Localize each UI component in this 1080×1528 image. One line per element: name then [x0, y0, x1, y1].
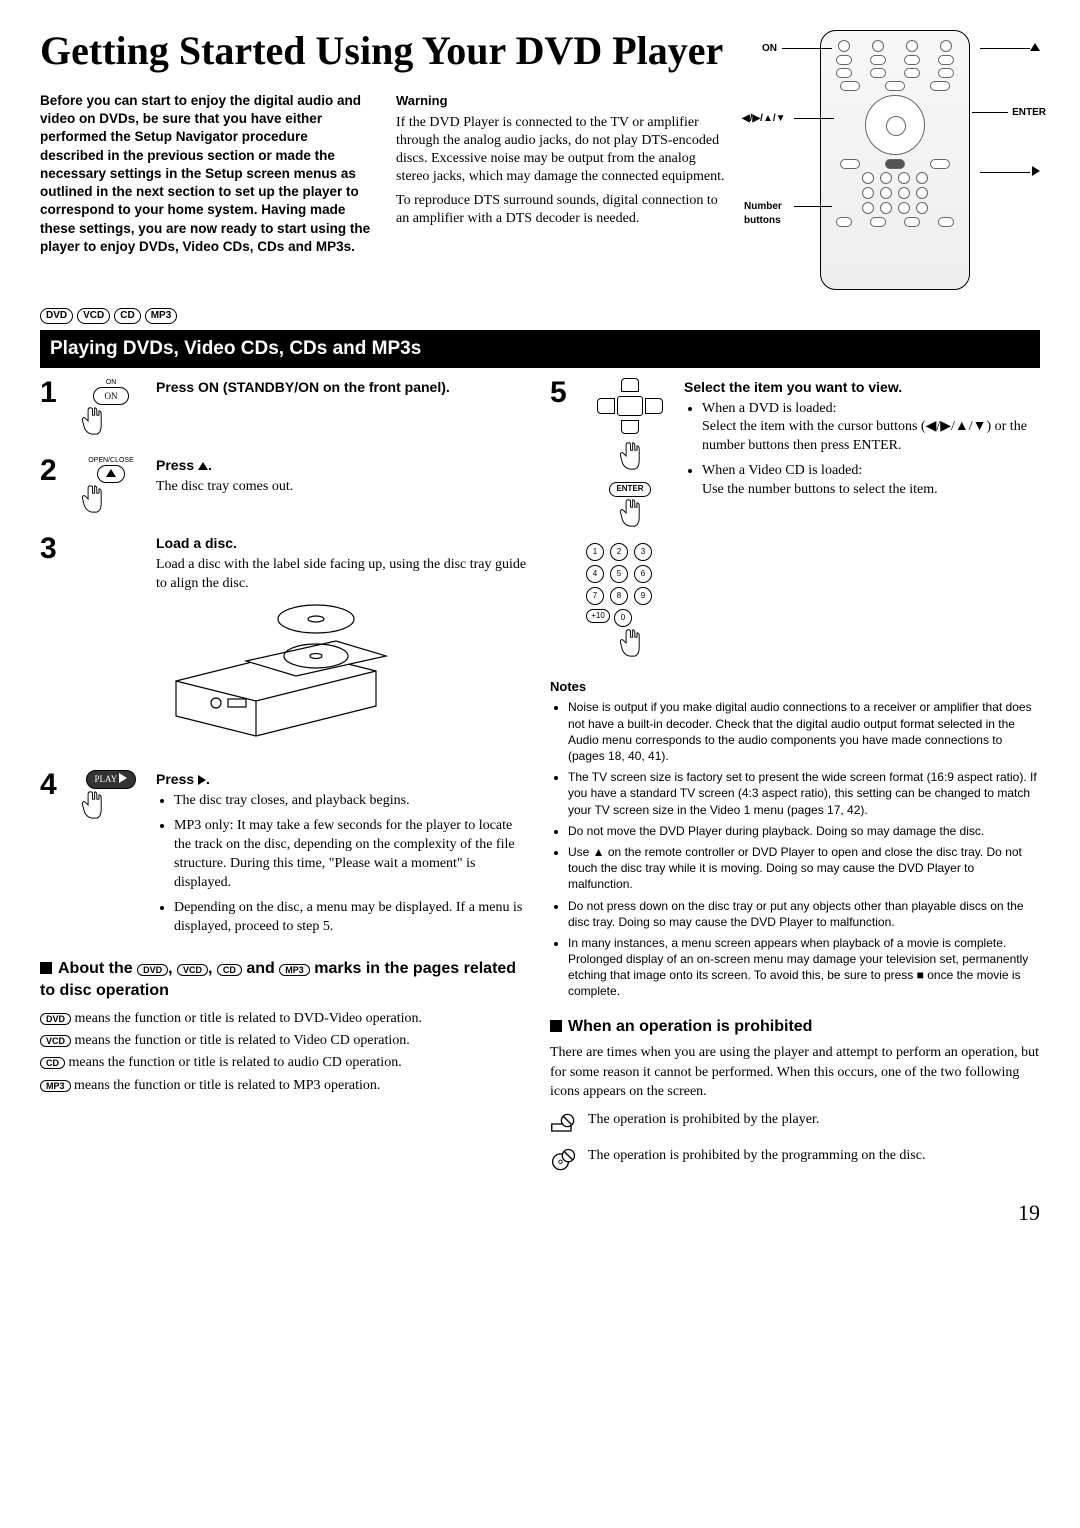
badge-dvd: DVD	[40, 308, 73, 324]
warning-heading: Warning	[396, 92, 730, 110]
badge-vcd: VCD	[77, 308, 110, 324]
play-button-icon: PLAY	[86, 770, 137, 788]
prohibited-heading: When an operation is prohibited	[550, 1016, 1040, 1038]
format-badges-row: DVD VCD CD MP3	[40, 308, 1040, 324]
enter-button-icon: ENTER	[609, 482, 650, 497]
note-1: Noise is output if you make digital audi…	[568, 699, 1040, 764]
about-heading: About the DVD, VCD, CD and MP3 marks in …	[40, 958, 530, 1001]
hand-icon	[614, 627, 644, 659]
step-5-bullet-1: When a DVD is loaded: Select the item wi…	[702, 400, 1040, 457]
step-5-bullet-2: When a Video CD is loaded: Use the numbe…	[702, 462, 1040, 500]
intro-paragraph: Before you can start to enjoy the digita…	[40, 92, 374, 256]
step-4-bullet-3: Depending on the disc, a menu may be dis…	[174, 899, 530, 937]
warning-text-2: To reproduce DTS surround sounds, digita…	[396, 192, 730, 228]
step-5-heading: Select the item you want to view.	[684, 378, 1040, 397]
step-2-heading: Press .	[156, 456, 530, 475]
hand-icon	[614, 440, 644, 472]
remote-play-label	[1032, 166, 1040, 180]
step-2-number: 2	[40, 456, 66, 520]
prohibit-disc-icon	[550, 1146, 578, 1174]
step-1-number: 1	[40, 378, 66, 442]
step-4-heading: Press .	[156, 770, 530, 789]
page-title: Getting Started Using Your DVD Player	[40, 30, 730, 72]
note-2: The TV screen size is factory set to pre…	[568, 769, 1040, 818]
step-5: 5 ENTER 123 456 789	[550, 378, 1040, 664]
eject-button-icon	[97, 465, 125, 483]
about-line-mp3: MP3 means the function or title is relat…	[40, 1075, 530, 1097]
hand-icon	[76, 405, 106, 437]
badge-cd: CD	[114, 308, 140, 324]
dpad-icon	[597, 378, 663, 434]
step-4-bullet-2: MP3 only: It may take a few seconds for …	[174, 817, 530, 893]
step-3-number: 3	[40, 534, 66, 757]
on-button-icon: ON	[93, 387, 129, 405]
section-heading: Playing DVDs, Video CDs, CDs and MP3s	[40, 330, 1040, 368]
step-2-text: The disc tray comes out.	[156, 478, 530, 497]
remote-on-label: ON	[762, 42, 777, 56]
badge-mp3: MP3	[145, 308, 178, 324]
step-4-number: 4	[40, 770, 66, 942]
note-5: Do not press down on the disc tray or pu…	[568, 898, 1040, 930]
hand-icon	[76, 789, 106, 821]
step-4-bullet-1: The disc tray closes, and playback begin…	[174, 792, 530, 811]
remote-arrows-label: ◀/▶/▲/▼	[742, 112, 786, 126]
step-4: 4 PLAY Press . The disc tray closes, and…	[40, 770, 530, 942]
about-line-cd: CD means the function or title is relate…	[40, 1052, 530, 1074]
note-4: Use ▲ on the remote controller or DVD Pl…	[568, 844, 1040, 893]
warning-text-1: If the DVD Player is connected to the TV…	[396, 114, 730, 187]
note-6: In many instances, a menu screen appears…	[568, 935, 1040, 1000]
step-3-heading: Load a disc.	[156, 534, 530, 553]
remote-enter-label: ENTER	[1012, 106, 1046, 120]
step-1: 1 ON ON Press ON (STANDBY/ON on the fron…	[40, 378, 530, 442]
step-5-number: 5	[550, 378, 576, 664]
prohibited-row-2: The operation is prohibited by the progr…	[550, 1146, 1040, 1174]
step-2: 2 OPEN/CLOSE Press . The disc tray comes…	[40, 456, 530, 520]
about-line-vcd: VCD means the function or title is relat…	[40, 1030, 530, 1052]
step-3: 3 Load a disc. Load a disc with the labe…	[40, 534, 530, 757]
notes-heading: Notes	[550, 678, 1040, 696]
prohibited-row-1: The operation is prohibited by the playe…	[550, 1110, 1040, 1138]
prohibit-player-icon	[550, 1110, 578, 1138]
remote-number-label: Number buttons	[744, 200, 796, 227]
notes-list: Noise is output if you make digital audi…	[550, 699, 1040, 999]
remote-eject-label	[1030, 42, 1040, 56]
note-3: Do not move the DVD Player during playba…	[568, 823, 1040, 839]
dvd-tray-illustration	[156, 601, 396, 741]
number-buttons-icon: 123 456 789 +100	[586, 543, 674, 627]
page-number: 19	[40, 1198, 1040, 1228]
step-3-text: Load a disc with the label side facing u…	[156, 556, 530, 594]
hand-icon	[614, 497, 644, 529]
step-1-icon-label: ON	[76, 378, 146, 387]
remote-diagram: ON ◀/▶/▲/▼ ENTER Number buttons	[750, 30, 1040, 290]
step-2-icon-label: OPEN/CLOSE	[76, 456, 146, 465]
prohibited-text: There are times when you are using the p…	[550, 1043, 1040, 1102]
about-line-dvd: DVD means the function or title is relat…	[40, 1008, 530, 1030]
step-1-heading: Press ON (STANDBY/ON on the front panel)…	[156, 378, 530, 397]
hand-icon	[76, 483, 106, 515]
